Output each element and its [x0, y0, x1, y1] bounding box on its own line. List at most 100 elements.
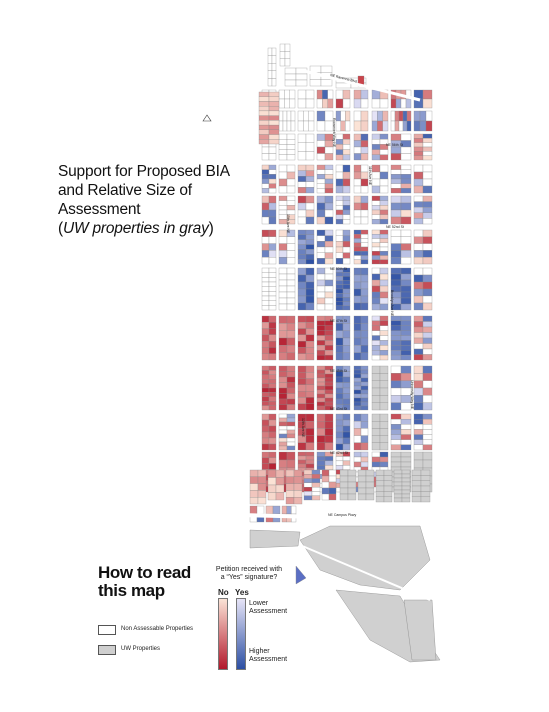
parcel	[297, 372, 307, 379]
parcel	[267, 78, 273, 87]
parcel	[324, 273, 334, 281]
parcel	[297, 187, 307, 194]
parcel	[345, 110, 351, 122]
city-block	[278, 229, 296, 265]
parcel	[286, 273, 296, 281]
parcel	[316, 381, 326, 387]
parcel	[316, 140, 326, 148]
parcel	[342, 387, 351, 394]
parcel	[286, 178, 296, 187]
parcel	[297, 397, 307, 404]
parcel	[342, 352, 351, 361]
parcel	[335, 413, 344, 421]
parcel	[342, 258, 351, 265]
city-block	[261, 315, 277, 361]
parcel	[261, 443, 270, 451]
city-block	[371, 267, 389, 311]
parcel	[316, 325, 326, 331]
parcel	[390, 178, 402, 184]
parcel	[413, 424, 424, 430]
city-block	[335, 195, 351, 225]
parcel	[282, 110, 288, 122]
parcel	[321, 469, 330, 477]
city-block	[316, 315, 334, 361]
parcel	[278, 257, 288, 265]
parcel	[425, 110, 433, 122]
parcel	[422, 380, 433, 389]
parcel	[400, 330, 412, 336]
parcel	[400, 169, 412, 175]
parcel	[342, 276, 351, 281]
parcel	[305, 187, 315, 194]
street-label-ravenna: NE Ravenna Blvd	[330, 73, 358, 84]
parcel	[413, 171, 424, 180]
parcel	[422, 315, 433, 322]
parcel	[335, 164, 344, 173]
parcel	[390, 120, 396, 132]
city-block	[390, 365, 412, 411]
parcel	[353, 323, 362, 331]
parcel	[379, 242, 389, 248]
parcel	[413, 343, 424, 350]
city-block	[413, 110, 433, 132]
parcel	[401, 493, 411, 499]
parcel	[400, 202, 412, 211]
street-label-roosevelt: Roosevelt Way NE	[332, 118, 336, 148]
parcel	[316, 451, 326, 457]
parcel	[297, 164, 307, 171]
parcel	[268, 322, 277, 329]
parcel	[324, 401, 334, 407]
parcel	[413, 429, 424, 435]
parcel	[422, 151, 433, 156]
parcel	[268, 383, 277, 389]
parcel	[342, 330, 351, 339]
parcel	[284, 67, 297, 75]
parcel	[278, 315, 288, 324]
parcel	[261, 322, 270, 329]
parcel	[316, 209, 326, 218]
parcel	[401, 497, 411, 503]
parcel	[353, 238, 362, 243]
parcel	[353, 185, 362, 194]
parcel	[297, 229, 307, 236]
parcel	[371, 185, 381, 194]
city-block	[371, 413, 389, 451]
parcel	[278, 98, 285, 109]
parcel	[342, 154, 351, 161]
city-block	[297, 195, 315, 225]
parcel	[324, 397, 334, 403]
parcel	[303, 495, 313, 501]
parcel	[342, 337, 351, 346]
parcel	[400, 183, 412, 189]
parcel	[413, 413, 424, 420]
parcel	[357, 487, 367, 495]
parcel	[413, 236, 424, 244]
parcel	[390, 402, 402, 411]
city-block	[261, 164, 277, 194]
parcel	[258, 124, 270, 130]
parcel	[279, 43, 286, 52]
parcel	[258, 115, 270, 121]
parcel	[371, 442, 381, 451]
city-block	[390, 133, 412, 161]
city-block	[278, 315, 296, 361]
parcel	[406, 120, 412, 132]
parcel	[422, 98, 433, 109]
parcel	[290, 120, 296, 132]
parcel	[261, 243, 270, 251]
parcel	[353, 337, 362, 346]
parcel	[360, 389, 369, 395]
parcel	[353, 428, 362, 436]
parcel	[286, 285, 296, 293]
city-block	[390, 164, 412, 194]
parcel	[297, 181, 307, 188]
parcel	[286, 365, 296, 372]
parcel	[422, 413, 433, 420]
parcel	[360, 98, 369, 109]
parcel	[289, 98, 296, 109]
parcel	[422, 288, 433, 297]
parcel	[316, 303, 326, 311]
parcel	[335, 171, 344, 180]
parcel	[268, 425, 277, 433]
parcel	[371, 251, 381, 256]
